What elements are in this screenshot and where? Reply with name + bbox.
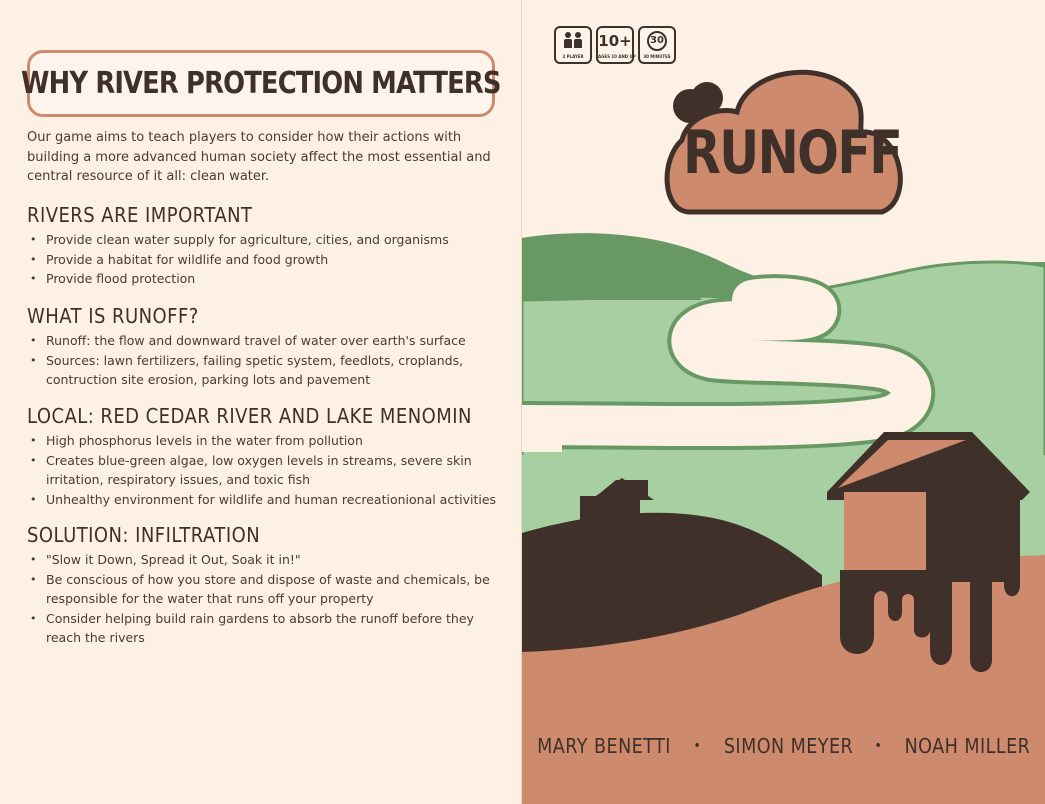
section-rivers-important: RIVERS ARE IMPORTANT Provide clean water… xyxy=(27,203,502,289)
author-name: NOAH MILLER xyxy=(904,734,1031,758)
list-item: Sources: lawn fertilizers, failing speti… xyxy=(27,351,502,390)
game-cover: 2 PLAYER 10+ AGES 10 AND UP 30 30 MINUTE… xyxy=(522,0,1045,804)
bullet-list: Runoff: the flow and downward travel of … xyxy=(27,331,502,390)
bullet-list: "Slow it Down, Spread it Out, Soak it in… xyxy=(27,550,502,648)
section-heading: RIVERS ARE IMPORTANT xyxy=(27,203,253,227)
badge-caption: 30 MINUTES xyxy=(643,54,671,59)
list-item: Be conscious of how you store and dispos… xyxy=(27,570,502,609)
list-item: Creates blue-green algae, low oxygen lev… xyxy=(27,451,502,490)
cloud-logo xyxy=(664,69,903,215)
list-item: "Slow it Down, Spread it Out, Soak it in… xyxy=(27,550,502,570)
section-solution: SOLUTION: INFILTRATION "Slow it Down, Sp… xyxy=(27,523,502,648)
river-outlet xyxy=(522,408,562,452)
list-item: Unhealthy environment for wildlife and h… xyxy=(27,490,502,510)
list-item: High phosphorus levels in the water from… xyxy=(27,431,502,451)
list-item: Consider helping build rain gardens to a… xyxy=(27,609,502,648)
list-item: Provide clean water supply for agricultu… xyxy=(27,230,502,250)
section-heading: SOLUTION: INFILTRATION xyxy=(27,523,261,547)
winding-river-water xyxy=(522,278,932,447)
separator-dot: • xyxy=(693,738,702,754)
dark-green-band xyxy=(522,234,702,300)
section-heading: LOCAL: RED CEDAR RIVER AND LAKE MENOMIN xyxy=(27,404,472,428)
author-name: SIMON MEYER xyxy=(723,734,853,758)
list-item: Runoff: the flow and downward travel of … xyxy=(27,331,502,351)
info-page: WHY RIVER PROTECTION MATTERS Our game ai… xyxy=(0,0,522,804)
separator-dot: • xyxy=(874,738,883,754)
author-name: MARY BENETTI xyxy=(537,734,671,758)
time-badge: 30 30 MINUTES xyxy=(638,26,676,64)
game-title: RUNOFF xyxy=(683,118,903,188)
intro-paragraph: Our game aims to teach players to consid… xyxy=(27,130,491,184)
players-icon xyxy=(564,32,582,48)
section-heading: WHAT IS RUNOFF? xyxy=(27,304,199,328)
bullet-list: Provide clean water supply for agricultu… xyxy=(27,230,502,289)
runoff-house xyxy=(827,432,1030,672)
badge-caption: 2 PLAYER xyxy=(562,54,584,59)
player-count-badge: 2 PLAYER xyxy=(554,26,592,64)
age-badge: 10+ AGES 10 AND UP xyxy=(596,26,636,64)
section-local-river: LOCAL: RED CEDAR RIVER AND LAKE MENOMIN … xyxy=(27,404,502,509)
section-what-is-runoff: WHAT IS RUNOFF? Runoff: the flow and dow… xyxy=(27,304,502,390)
bullet-list: High phosphorus levels in the water from… xyxy=(27,431,502,509)
small-barn-body xyxy=(580,496,640,530)
title-box: WHY RIVER PROTECTION MATTERS xyxy=(21,50,502,117)
info-badges: 2 PLAYER 10+ AGES 10 AND UP 30 30 MINUTE… xyxy=(554,26,676,64)
list-item: Provide flood protection xyxy=(27,269,502,289)
cover-illustration xyxy=(522,69,1045,804)
page-title: WHY RIVER PROTECTION MATTERS xyxy=(21,66,501,101)
age-icon: 10+ xyxy=(598,32,632,50)
author-credits: MARY BENETTI • SIMON MEYER • NOAH MILLER xyxy=(522,734,1045,758)
badge-caption: AGES 10 AND UP xyxy=(598,54,636,59)
list-item: Provide a habitat for wildlife and food … xyxy=(27,250,502,270)
clock-icon: 30 xyxy=(647,31,667,51)
